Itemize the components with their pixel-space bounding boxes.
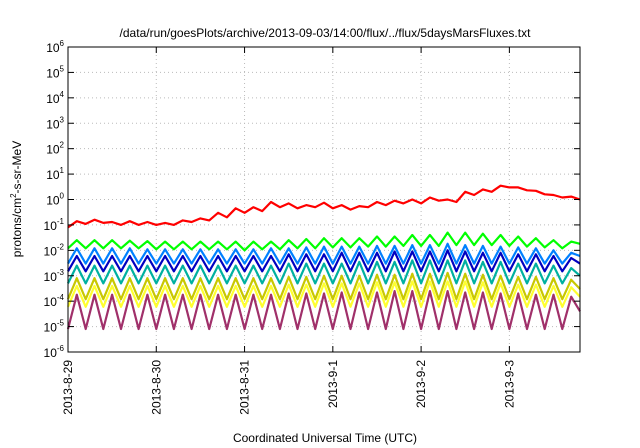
y-tick-label: 106 [46, 39, 64, 55]
x-axis-ticks: 2013-8-29 2013-8-30 2013-8-31 2013-9-1 2013-… [61, 47, 516, 415]
y-axis-label: protons/cm2-s-sr-MeV [9, 141, 24, 257]
y-axis-label-superscript: 2 [9, 193, 18, 198]
x-tick-label: 2013-9-1 [326, 360, 340, 408]
y-tick-base: 10 [46, 168, 60, 182]
y-tick-base: 10 [46, 143, 60, 157]
y-tick-exponent: -1 [57, 217, 65, 226]
y-tick-base: 10 [44, 219, 58, 233]
y-tick-exponent: -3 [57, 268, 65, 277]
y-tick-exponent: -2 [57, 242, 65, 251]
series-line-7 [66, 280, 581, 308]
y-tick-exponent: 4 [60, 90, 65, 99]
x-tick-label: 2013-8-31 [238, 360, 252, 415]
y-tick-exponent: -5 [57, 319, 65, 328]
y-tick-exponent: -6 [57, 344, 65, 353]
y-tick-exponent: 2 [60, 141, 65, 150]
y-tick-base: 10 [44, 321, 58, 335]
series-line-3 [67, 242, 581, 265]
y-tick-label: 103 [46, 115, 64, 131]
y-tick-label: 10-4 [44, 293, 65, 309]
y-tick-base: 10 [46, 117, 60, 131]
series-line-1 [67, 184, 581, 229]
x-tick-label: 2013-8-29 [61, 360, 75, 415]
series-layer [66, 184, 581, 331]
y-tick-base: 10 [44, 295, 58, 309]
y-tick-base: 10 [44, 244, 58, 258]
y-tick-label: 10-1 [44, 217, 65, 233]
y-axis-ticks: 10-610-510-410-310-210-11001011021031041… [44, 39, 580, 360]
y-axis-label-main: protons/cm [10, 198, 24, 257]
series-line-4 [67, 249, 581, 273]
x-tick-label: 2013-9-3 [502, 360, 516, 408]
y-tick-exponent: 1 [60, 166, 65, 175]
x-axis-label: Coordinated Universal Time (UTC) [233, 431, 417, 445]
y-tick-base: 10 [46, 41, 60, 55]
series-line-6 [66, 271, 581, 301]
y-tick-label: 101 [46, 166, 64, 182]
y-tick-base: 10 [46, 194, 60, 208]
y-tick-exponent: 6 [60, 39, 65, 48]
y-tick-exponent: 0 [60, 192, 65, 201]
y-tick-base: 10 [44, 346, 58, 360]
series-line-8 [66, 290, 581, 331]
y-tick-label: 100 [46, 192, 64, 208]
chart-title: /data/run/goesPlots/archive/2013-09-03/1… [120, 26, 532, 40]
series-line-2 [67, 231, 581, 252]
y-tick-label: 10-5 [44, 319, 65, 335]
x-tick-label: 2013-9-2 [414, 360, 428, 408]
y-tick-base: 10 [46, 66, 60, 80]
x-tick-label: 2013-8-30 [149, 360, 163, 415]
y-tick-exponent: -4 [57, 293, 65, 302]
y-tick-exponent: 5 [60, 64, 65, 73]
y-tick-base: 10 [46, 92, 60, 106]
y-tick-label: 10-6 [44, 344, 65, 360]
y-tick-base: 10 [44, 270, 58, 284]
y-tick-exponent: 3 [60, 115, 65, 124]
y-tick-label: 105 [46, 64, 64, 80]
y-tick-label: 10-3 [44, 268, 65, 284]
y-tick-label: 10-2 [44, 242, 65, 258]
y-tick-label: 102 [46, 141, 64, 157]
y-axis-label-rest: -s-sr-MeV [10, 141, 24, 194]
y-tick-label: 104 [46, 90, 64, 106]
series-line-5 [67, 259, 581, 285]
